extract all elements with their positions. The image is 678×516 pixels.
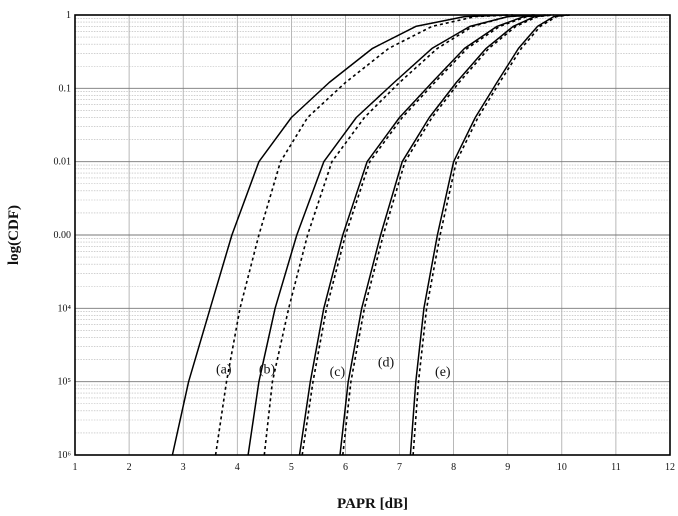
series-line-solid (298, 14, 546, 456)
x-tick-label: 8 (451, 462, 456, 473)
y-axis-title: log(CDF) (6, 205, 22, 265)
x-axis-title: PAPR [dB] (337, 496, 408, 512)
curve-labels: (a) (b) (c) (d) (e) (216, 356, 451, 380)
series-line-dashed (412, 14, 570, 456)
y-tick-label: 0.01 (54, 157, 72, 168)
y-tick-label: 0.00 (54, 230, 72, 241)
series-line-dashed (263, 14, 535, 456)
grid (74, 15, 671, 456)
y-tick-label: 10⁴ (58, 303, 72, 314)
y-tick-label: 1 (66, 10, 71, 21)
x-tick-label: 5 (289, 462, 294, 473)
series-line-solid (247, 14, 535, 456)
x-tick-label: 3 (181, 462, 186, 473)
series-line-dashed (214, 14, 514, 456)
x-tick-label: 2 (127, 462, 132, 473)
series-line-solid (171, 14, 508, 456)
x-tick-label: 10 (557, 462, 567, 473)
x-tick-label: 11 (611, 462, 621, 473)
x-tick-label: 12 (665, 462, 675, 473)
x-tick-label: 6 (343, 462, 348, 473)
x-tick-label: 9 (505, 462, 510, 473)
series-line-dashed (301, 14, 549, 456)
y-tick-label: 10⁶ (58, 450, 72, 461)
curve-label: (a) (216, 362, 232, 377)
plot-frame (74, 14, 671, 456)
x-tick-labels: 1 2 3 4 5 6 7 8 9 10 11 12 (73, 462, 676, 473)
y-tick-label: 10⁵ (58, 377, 72, 388)
curve-label: (b) (259, 362, 276, 377)
x-tick-label: 4 (235, 462, 240, 473)
curve-label: (e) (435, 365, 451, 380)
series-group (171, 14, 570, 456)
series-line-solid (409, 14, 568, 456)
y-tick-label: 0.1 (59, 83, 72, 94)
x-tick-label: 7 (397, 462, 402, 473)
curve-label: (d) (378, 356, 395, 371)
y-tick-labels: 1 0.1 0.01 0.00 10⁴ 10⁵ 10⁶ (54, 10, 72, 461)
series-line-solid (339, 14, 552, 456)
curve-label: (c) (330, 365, 346, 380)
x-tick-label: 1 (73, 462, 78, 473)
